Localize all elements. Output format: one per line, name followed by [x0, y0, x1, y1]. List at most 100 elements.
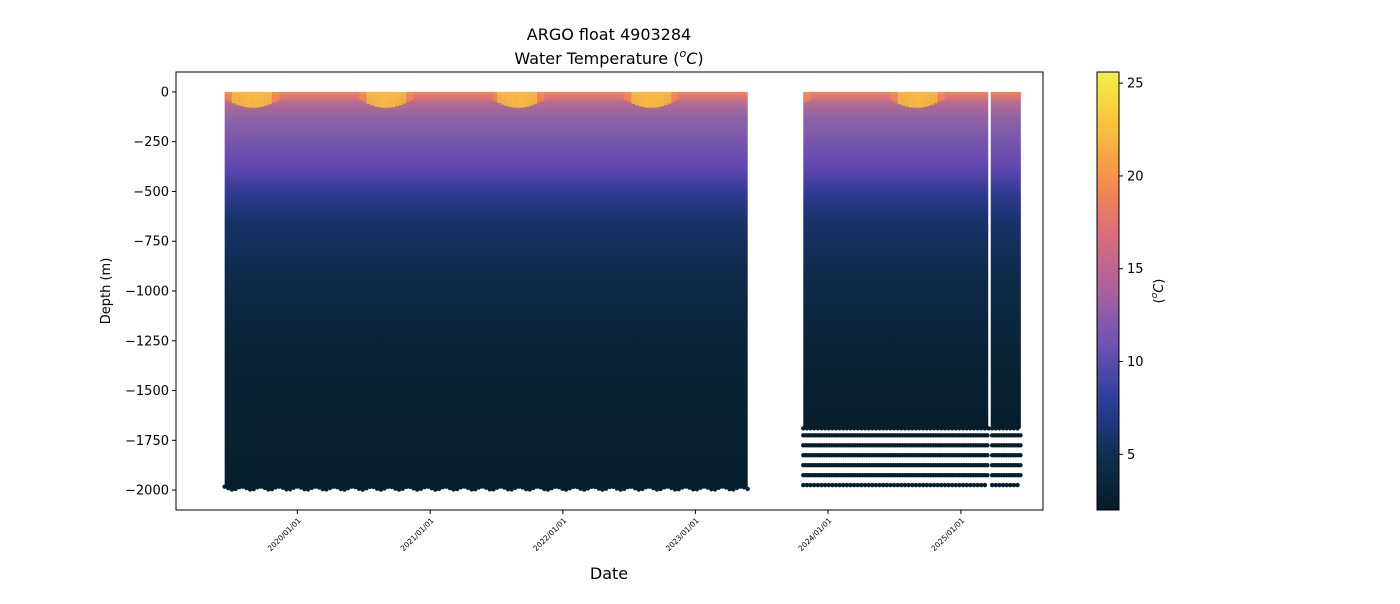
profile-bottom-point	[335, 485, 340, 490]
surface-streak	[1017, 91, 1022, 98]
surface-streak	[616, 91, 621, 97]
deep-sample-point	[811, 482, 817, 488]
profile-bottom-point	[906, 426, 911, 431]
surface-streak	[901, 91, 905, 106]
profile-bottom-point	[661, 485, 667, 490]
surface-streak	[1010, 91, 1014, 96]
deep-sample-point	[975, 482, 980, 488]
surface-streak	[478, 91, 483, 96]
profile-bottom-point	[953, 426, 959, 431]
profile-bottom-point	[636, 487, 641, 492]
profile-gap	[988, 90, 991, 430]
profile-bottom-point	[745, 486, 750, 492]
profile-bottom-point	[720, 484, 725, 489]
deep-sample-point	[826, 482, 831, 488]
surface-streak	[544, 91, 548, 100]
deep-sample-point	[949, 482, 955, 488]
surface-streak	[489, 91, 494, 100]
profile-bottom-point	[859, 426, 864, 431]
profile-bottom-point	[665, 484, 670, 489]
profile-bottom-point	[734, 485, 740, 491]
profile-bottom-point	[444, 484, 449, 489]
profile-bottom-point	[531, 485, 536, 491]
surface-streak	[293, 91, 298, 96]
colorbar-tick-label: 25	[1127, 77, 1144, 92]
surface-streak	[850, 91, 855, 96]
profile-bottom-point	[625, 484, 631, 490]
profile-bottom-point	[741, 485, 747, 490]
surface-streak	[228, 91, 232, 102]
profile-bottom-point	[866, 426, 871, 431]
profile-bottom-point	[986, 426, 991, 431]
profile-bottom-point	[345, 485, 351, 491]
surface-streak	[413, 91, 418, 99]
profile-bottom-point	[349, 484, 354, 489]
deep-sample-point	[906, 482, 911, 488]
profile-bottom-point	[651, 485, 656, 491]
profile-bottom-point	[287, 487, 293, 492]
profile-bottom-point	[502, 485, 507, 490]
profile-bottom-point	[917, 426, 922, 431]
surface-streak	[580, 91, 585, 96]
profile-bottom-point	[462, 484, 467, 489]
surface-streak	[919, 91, 924, 108]
surface-streak	[821, 91, 826, 96]
deep-sample-point	[841, 482, 846, 488]
profile-bottom-point	[730, 487, 736, 492]
deep-sample-point	[993, 482, 998, 488]
profile-bottom-point	[618, 487, 623, 492]
surface-streak	[740, 91, 745, 96]
surface-streak	[973, 91, 978, 96]
surface-streak	[806, 91, 811, 101]
surface-streak	[631, 91, 636, 104]
surface-streak	[319, 91, 323, 96]
surface-streak	[839, 91, 844, 96]
profile-bottom-point	[371, 484, 376, 490]
surface-streak	[693, 91, 697, 96]
profile-bottom-point	[480, 484, 485, 489]
x-axis-label: Date	[590, 564, 628, 583]
surface-streak	[493, 91, 498, 102]
deep-sample-point	[837, 482, 842, 488]
profile-bottom-point	[494, 485, 500, 490]
profile-bottom-point	[949, 426, 955, 431]
deep-sample-point	[928, 482, 933, 488]
profile-bottom-point	[505, 487, 511, 492]
profile-bottom-point	[709, 487, 714, 492]
profile-bottom-point	[920, 426, 926, 431]
surface-streak	[682, 91, 686, 97]
profile-bottom-point	[643, 485, 649, 490]
profile-bottom-point	[414, 487, 420, 492]
surface-streak	[722, 91, 726, 96]
deep-sample-point	[1018, 472, 1023, 478]
deep-sample-point	[895, 482, 900, 488]
surface-streak	[700, 91, 705, 96]
surface-streak	[984, 91, 989, 96]
surface-streak	[995, 91, 1000, 96]
profile-bottom-point	[291, 485, 296, 490]
surface-streak	[355, 91, 360, 99]
profile-bottom-point	[404, 484, 409, 490]
profile-bottom-point	[801, 426, 806, 431]
surface-streak	[257, 91, 261, 108]
surface-streak	[260, 91, 265, 107]
profile-bottom-point	[520, 485, 525, 490]
surface-streak	[351, 91, 356, 97]
colorbar	[1096, 71, 1120, 511]
deep-sample-point	[924, 482, 929, 488]
profile-bottom-point	[295, 484, 300, 489]
deep-sample-point	[913, 482, 919, 488]
y-tick-label: −1500	[125, 384, 169, 399]
surface-streak	[620, 91, 625, 99]
deep-sample-point	[1018, 433, 1023, 438]
surface-streak	[529, 91, 534, 106]
deep-sample-point	[899, 482, 904, 488]
profile-bottom-point	[284, 487, 289, 492]
chart-subtitle-prefix: Water Temperature (	[514, 49, 679, 68]
surface-streak	[431, 91, 436, 96]
profile-bottom-point	[683, 484, 689, 489]
deep-sample-point	[1004, 482, 1009, 488]
profile-bottom-point	[701, 484, 707, 489]
profile-bottom-point	[324, 487, 329, 492]
profile-bottom-point	[552, 484, 558, 489]
